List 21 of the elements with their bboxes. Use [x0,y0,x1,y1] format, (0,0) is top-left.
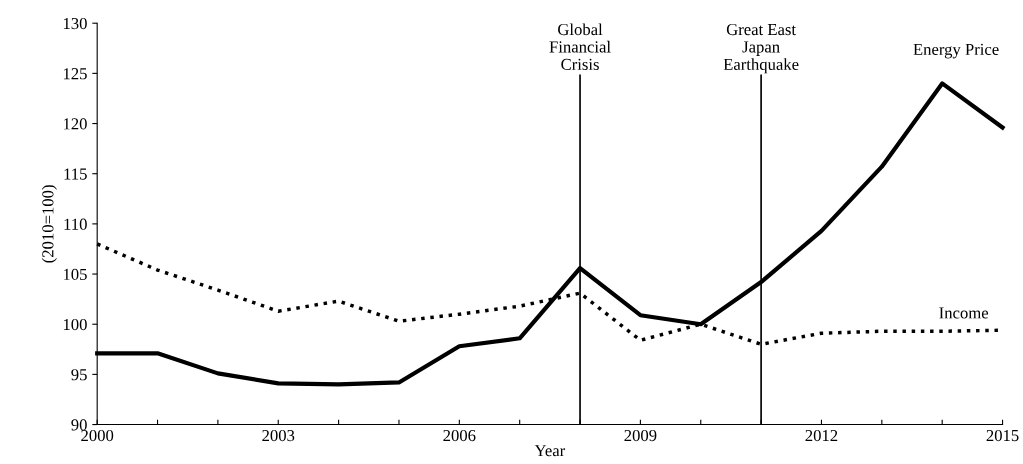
y-tick-label: 105 [63,268,87,280]
x-tick-label: 2000 [81,429,114,442]
y-tick-label: 130 [63,17,87,30]
x-tick-label: 2015 [986,429,1019,442]
y-tick-label: 115 [64,168,87,180]
y-tick-label: 125 [63,68,87,80]
ref-line-label: Great East Japan Earthquake [723,23,799,74]
y-tick-label: 90 [71,419,87,431]
x-tick-label: 2012 [805,429,838,442]
x-axis-title: Year [534,445,566,457]
y-tick-label: 100 [63,318,87,331]
series-label: Income [939,307,989,319]
x-tick-label: 2003 [262,429,295,442]
y-tick-label: 110 [64,218,87,230]
x-tick-label: 2009 [624,429,657,442]
ref-line-label: Global Financial Crisis [549,23,611,70]
y-tick-label: 120 [63,118,87,130]
x-tick-label: 2006 [443,429,476,442]
y-axis-title: (2010=100) [41,185,57,263]
y-tick-label: 95 [71,369,87,381]
text: Energy Price [913,43,999,59]
